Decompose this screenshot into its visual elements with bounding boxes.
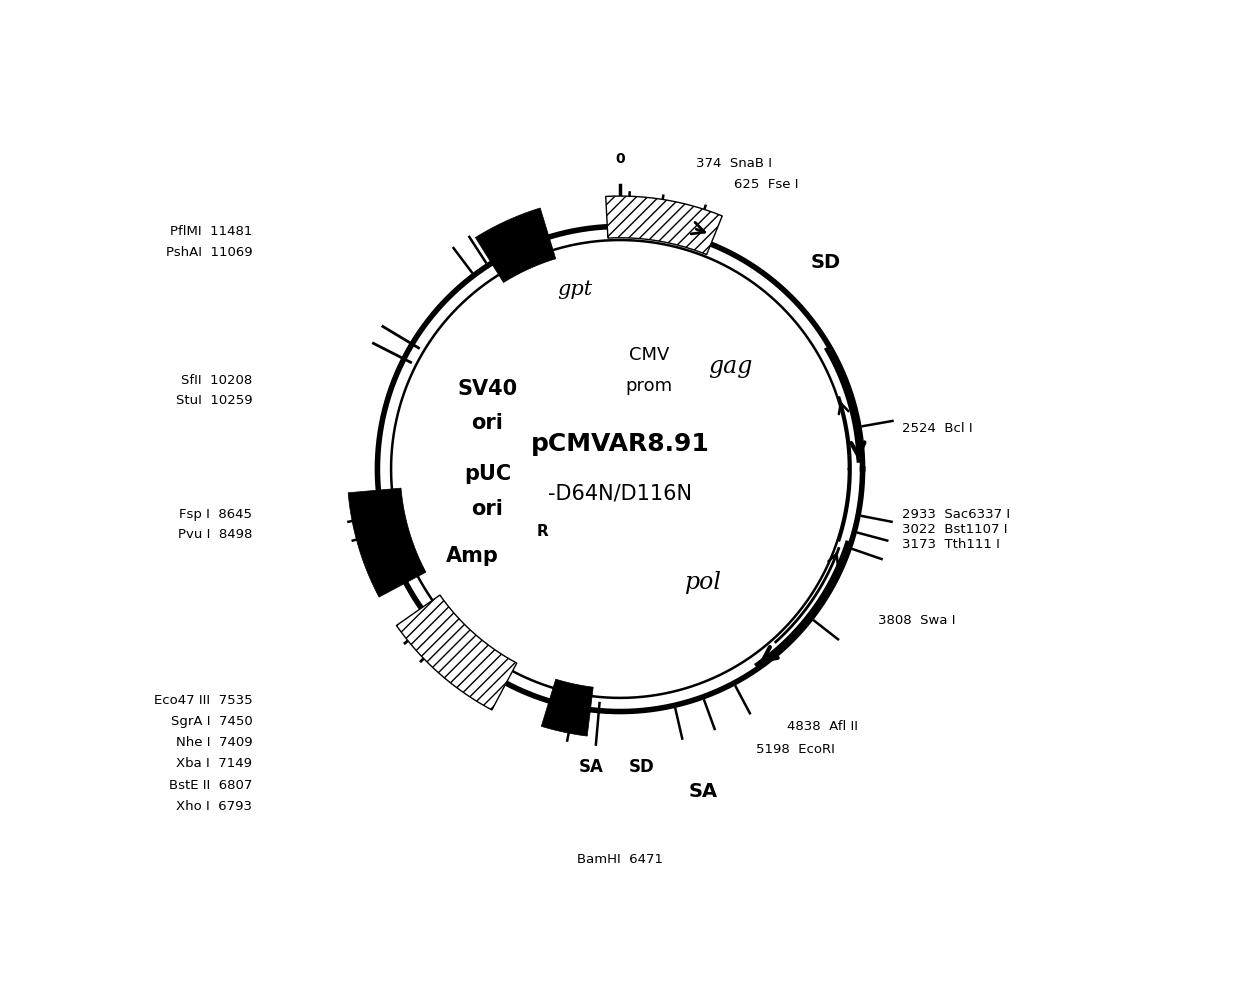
Text: StuI  10259: StuI 10259: [176, 394, 253, 407]
Text: 374  SnaB I: 374 SnaB I: [696, 157, 771, 170]
Text: ori: ori: [471, 499, 503, 519]
Text: SV40: SV40: [458, 380, 517, 399]
Text: Pvu I  8498: Pvu I 8498: [179, 528, 253, 541]
Text: R: R: [537, 524, 548, 539]
Polygon shape: [605, 196, 722, 255]
Text: PflMI  11481: PflMI 11481: [170, 225, 253, 238]
Text: 4838  Afl II: 4838 Afl II: [786, 720, 858, 733]
Text: 2933  Sac6337 I: 2933 Sac6337 I: [901, 508, 1011, 521]
Text: SfII  10208: SfII 10208: [181, 374, 253, 386]
Text: SD: SD: [811, 253, 841, 272]
Text: Amp: Amp: [446, 546, 498, 566]
Text: Eco47 III  7535: Eco47 III 7535: [154, 694, 253, 707]
Text: gpt: gpt: [557, 279, 591, 299]
Text: 625  Fse I: 625 Fse I: [734, 178, 799, 191]
Text: 3173  Tth111 I: 3173 Tth111 I: [901, 538, 999, 551]
Text: CMV: CMV: [629, 346, 670, 365]
Text: prom: prom: [625, 377, 672, 394]
Text: pol: pol: [684, 571, 722, 595]
Text: 2524  Bcl I: 2524 Bcl I: [901, 422, 972, 435]
Text: -D64N/D116N: -D64N/D116N: [548, 484, 692, 504]
Polygon shape: [397, 595, 517, 710]
Text: PshAI  11069: PshAI 11069: [166, 247, 253, 260]
Text: BstE II  6807: BstE II 6807: [169, 779, 253, 792]
Text: SD: SD: [629, 758, 653, 776]
Text: SA: SA: [689, 782, 718, 801]
Text: Xba I  7149: Xba I 7149: [176, 757, 253, 770]
Text: BamHI  6471: BamHI 6471: [577, 853, 663, 866]
Polygon shape: [542, 679, 593, 736]
Text: ori: ori: [471, 413, 503, 433]
Text: gag: gag: [708, 355, 753, 379]
Text: Fsp I  8645: Fsp I 8645: [180, 508, 253, 521]
Text: 5198  EcoRI: 5198 EcoRI: [756, 743, 836, 756]
Text: 3022  Bst1107 I: 3022 Bst1107 I: [901, 523, 1007, 536]
Text: SA: SA: [579, 758, 604, 776]
Polygon shape: [348, 489, 425, 598]
Text: pUC: pUC: [464, 464, 511, 485]
Text: Xho I  6793: Xho I 6793: [176, 800, 253, 813]
Text: Nhe I  7409: Nhe I 7409: [176, 736, 253, 749]
Text: 0: 0: [615, 152, 625, 165]
Polygon shape: [475, 208, 556, 282]
Text: SgrA I  7450: SgrA I 7450: [171, 715, 253, 728]
Text: pCMVAR8.91: pCMVAR8.91: [531, 432, 709, 456]
Text: 3808  Swa I: 3808 Swa I: [878, 614, 955, 627]
